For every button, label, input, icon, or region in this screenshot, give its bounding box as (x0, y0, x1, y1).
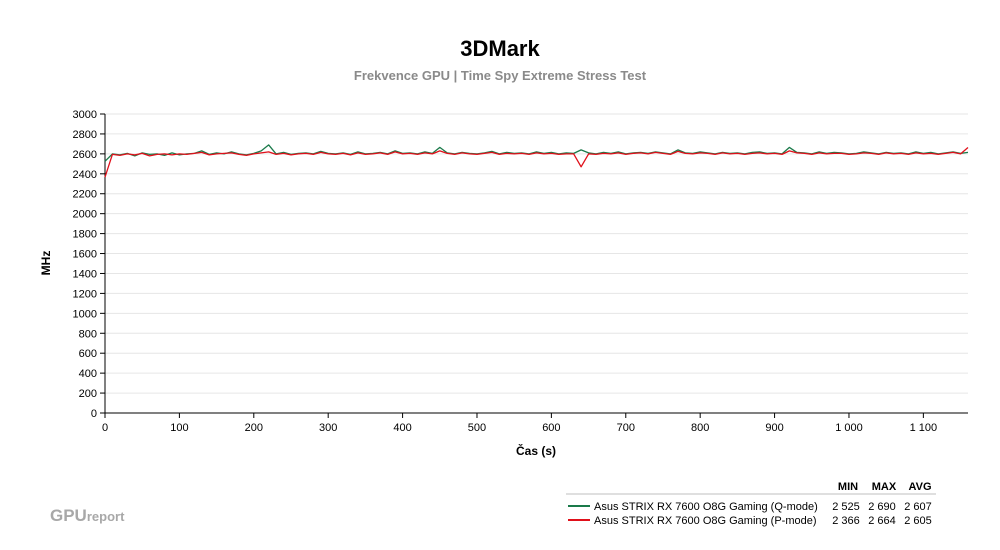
y-tick-label: 2600 (73, 149, 97, 161)
x-tick-label: 300 (319, 422, 337, 434)
y-tick-label: 0 (91, 408, 97, 420)
series-lines (104, 144, 969, 178)
y-tick-label: 1200 (73, 288, 97, 300)
logo-main-text: GPU (50, 506, 87, 525)
x-tick-label: 400 (393, 422, 411, 434)
x-tick-label: 700 (617, 422, 635, 434)
legend-header-max: MAX (872, 481, 897, 493)
y-axis-label: MHz (39, 251, 53, 276)
legend-label-q-mode: Asus STRIX RX 7600 O8G Gaming (Q-mode) (594, 501, 818, 513)
x-tick-label: 900 (765, 422, 783, 434)
x-tick-label: 600 (542, 422, 560, 434)
x-tick-label: 500 (468, 422, 486, 434)
legend-avg-q-mode: 2 607 (904, 501, 932, 513)
y-ticks: 0 200 400 600 800 1000 1200 1400 1600 1800 2000 220… (73, 109, 105, 420)
y-tick-label: 800 (79, 328, 97, 340)
legend: MIN MAX AVG Asus STRIX RX 7600 O8G Gamin… (566, 481, 936, 527)
y-tick-label: 600 (79, 348, 97, 360)
chart-subtitle: Frekvence GPU | Time Spy Extreme Stress … (354, 68, 647, 83)
x-tick-label: 1 000 (835, 422, 863, 434)
y-tick-label: 1800 (73, 229, 97, 241)
y-tick-label: 1400 (73, 268, 97, 280)
legend-min-q-mode: 2 525 (832, 501, 860, 513)
x-axis-label: Čas (s) (516, 443, 556, 458)
y-tick-label: 3000 (73, 109, 97, 121)
legend-header-avg: AVG (908, 481, 931, 493)
y-tick-label: 2000 (73, 209, 97, 221)
legend-max-q-mode: 2 690 (868, 501, 896, 513)
svg-text:GPUreport: GPUreport (50, 506, 125, 525)
y-tick-label: 400 (79, 368, 97, 380)
x-tick-label: 800 (691, 422, 709, 434)
x-ticks: 0 100 200 300 400 500 600 700 800 900 1 000 1 100 (102, 413, 937, 434)
logo-sub-text: report (87, 509, 125, 524)
legend-label-p-mode: Asus STRIX RX 7600 O8G Gaming (P-mode) (594, 515, 817, 527)
legend-max-p-mode: 2 664 (868, 515, 896, 527)
x-tick-label: 100 (170, 422, 188, 434)
x-tick-label: 0 (102, 422, 108, 434)
y-tick-label: 1600 (73, 249, 97, 261)
grid-lines (105, 113, 968, 394)
chart-title: 3DMark (460, 36, 540, 61)
legend-header-min: MIN (838, 481, 858, 493)
y-tick-label: 2200 (73, 189, 97, 201)
legend-avg-p-mode: 2 605 (904, 515, 932, 527)
x-tick-label: 1 100 (910, 422, 938, 434)
x-tick-label: 200 (245, 422, 263, 434)
axes (104, 114, 968, 414)
y-tick-label: 1000 (73, 308, 97, 320)
series-line-p-mode (104, 147, 969, 178)
y-tick-label: 200 (79, 388, 97, 400)
legend-min-p-mode: 2 366 (832, 515, 860, 527)
y-tick-label: 2400 (73, 169, 97, 181)
y-tick-label: 2800 (73, 129, 97, 141)
gpureport-logo: GPUreport (50, 506, 125, 525)
